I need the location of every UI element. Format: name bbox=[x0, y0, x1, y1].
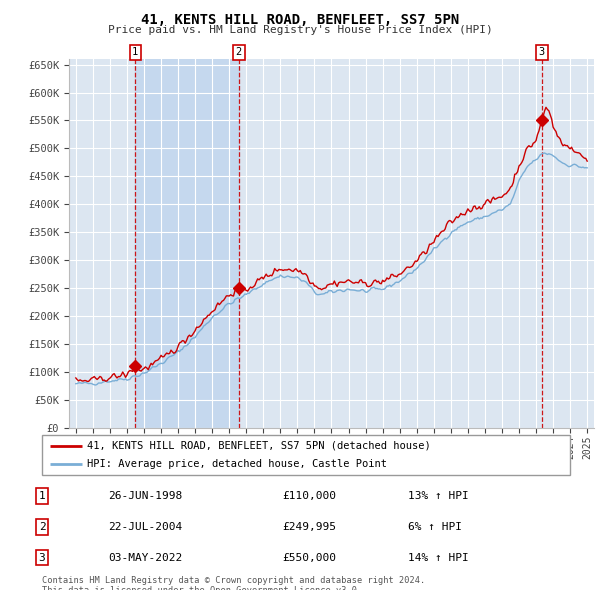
Text: Price paid vs. HM Land Registry's House Price Index (HPI): Price paid vs. HM Land Registry's House … bbox=[107, 25, 493, 35]
Text: £550,000: £550,000 bbox=[282, 553, 336, 562]
Text: Contains HM Land Registry data © Crown copyright and database right 2024.
This d: Contains HM Land Registry data © Crown c… bbox=[42, 576, 425, 590]
Text: 41, KENTS HILL ROAD, BENFLEET, SS7 5PN: 41, KENTS HILL ROAD, BENFLEET, SS7 5PN bbox=[141, 13, 459, 27]
Text: 2: 2 bbox=[236, 47, 242, 57]
Text: 13% ↑ HPI: 13% ↑ HPI bbox=[408, 491, 469, 501]
Text: 14% ↑ HPI: 14% ↑ HPI bbox=[408, 553, 469, 562]
Text: 1: 1 bbox=[132, 47, 139, 57]
Text: 3: 3 bbox=[38, 553, 46, 562]
Text: HPI: Average price, detached house, Castle Point: HPI: Average price, detached house, Cast… bbox=[87, 459, 387, 469]
Text: 6% ↑ HPI: 6% ↑ HPI bbox=[408, 522, 462, 532]
Text: 1: 1 bbox=[38, 491, 46, 501]
Text: £110,000: £110,000 bbox=[282, 491, 336, 501]
Text: 41, KENTS HILL ROAD, BENFLEET, SS7 5PN (detached house): 41, KENTS HILL ROAD, BENFLEET, SS7 5PN (… bbox=[87, 441, 431, 451]
Text: 26-JUN-1998: 26-JUN-1998 bbox=[108, 491, 182, 501]
FancyBboxPatch shape bbox=[42, 435, 570, 475]
Bar bbox=[136, 59, 239, 428]
Text: 2: 2 bbox=[38, 522, 46, 532]
Text: 03-MAY-2022: 03-MAY-2022 bbox=[108, 553, 182, 562]
Text: £249,995: £249,995 bbox=[282, 522, 336, 532]
Text: 22-JUL-2004: 22-JUL-2004 bbox=[108, 522, 182, 532]
Text: 3: 3 bbox=[539, 47, 545, 57]
